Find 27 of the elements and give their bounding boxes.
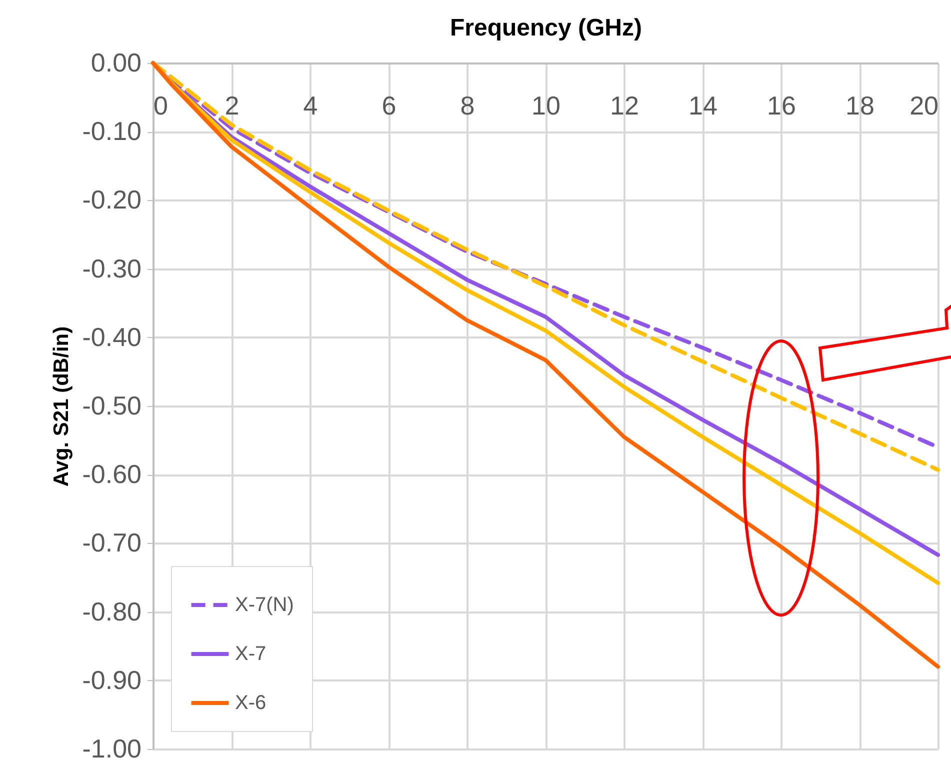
x-tick-label: 20 bbox=[910, 90, 938, 120]
y-tick-label: -0.60 bbox=[82, 459, 142, 490]
y-tick-label: -0.90 bbox=[82, 664, 142, 695]
legend-label: X-7(N) bbox=[235, 594, 294, 616]
y-tick-label: -0.80 bbox=[82, 596, 142, 626]
x-tick-label: 0 bbox=[154, 90, 168, 120]
y-tick-label: -0.50 bbox=[82, 390, 142, 420]
x-tick-label: 16 bbox=[767, 90, 796, 120]
x-tick-label: 4 bbox=[303, 90, 318, 120]
x-tick-label: 10 bbox=[532, 90, 560, 120]
y-tick-label: -0.10 bbox=[82, 116, 142, 146]
y-tick-label: -0.30 bbox=[82, 253, 142, 284]
y-tick-label: -0.40 bbox=[82, 322, 142, 352]
x-tick-label: 6 bbox=[382, 90, 396, 120]
y-axis-title: Avg. S21 (dB/in) bbox=[50, 326, 74, 487]
x-tick-label: 2 bbox=[224, 90, 240, 120]
y-tick-label: -0.20 bbox=[82, 184, 142, 215]
y-tick-label: 0.00 bbox=[90, 48, 142, 78]
legend-label: X-7 bbox=[235, 643, 266, 665]
x-axis-title: Frequency (GHz) bbox=[450, 14, 642, 42]
x-tick-label: 18 bbox=[846, 90, 874, 120]
x-tick-label: 14 bbox=[688, 90, 718, 120]
x-tick-label: 12 bbox=[610, 90, 639, 120]
x-tick-label: 8 bbox=[460, 90, 475, 120]
legend-label: X-6 bbox=[235, 692, 266, 714]
y-tick-label: -1.00 bbox=[82, 734, 142, 764]
y-tick-label: -0.70 bbox=[82, 528, 142, 558]
